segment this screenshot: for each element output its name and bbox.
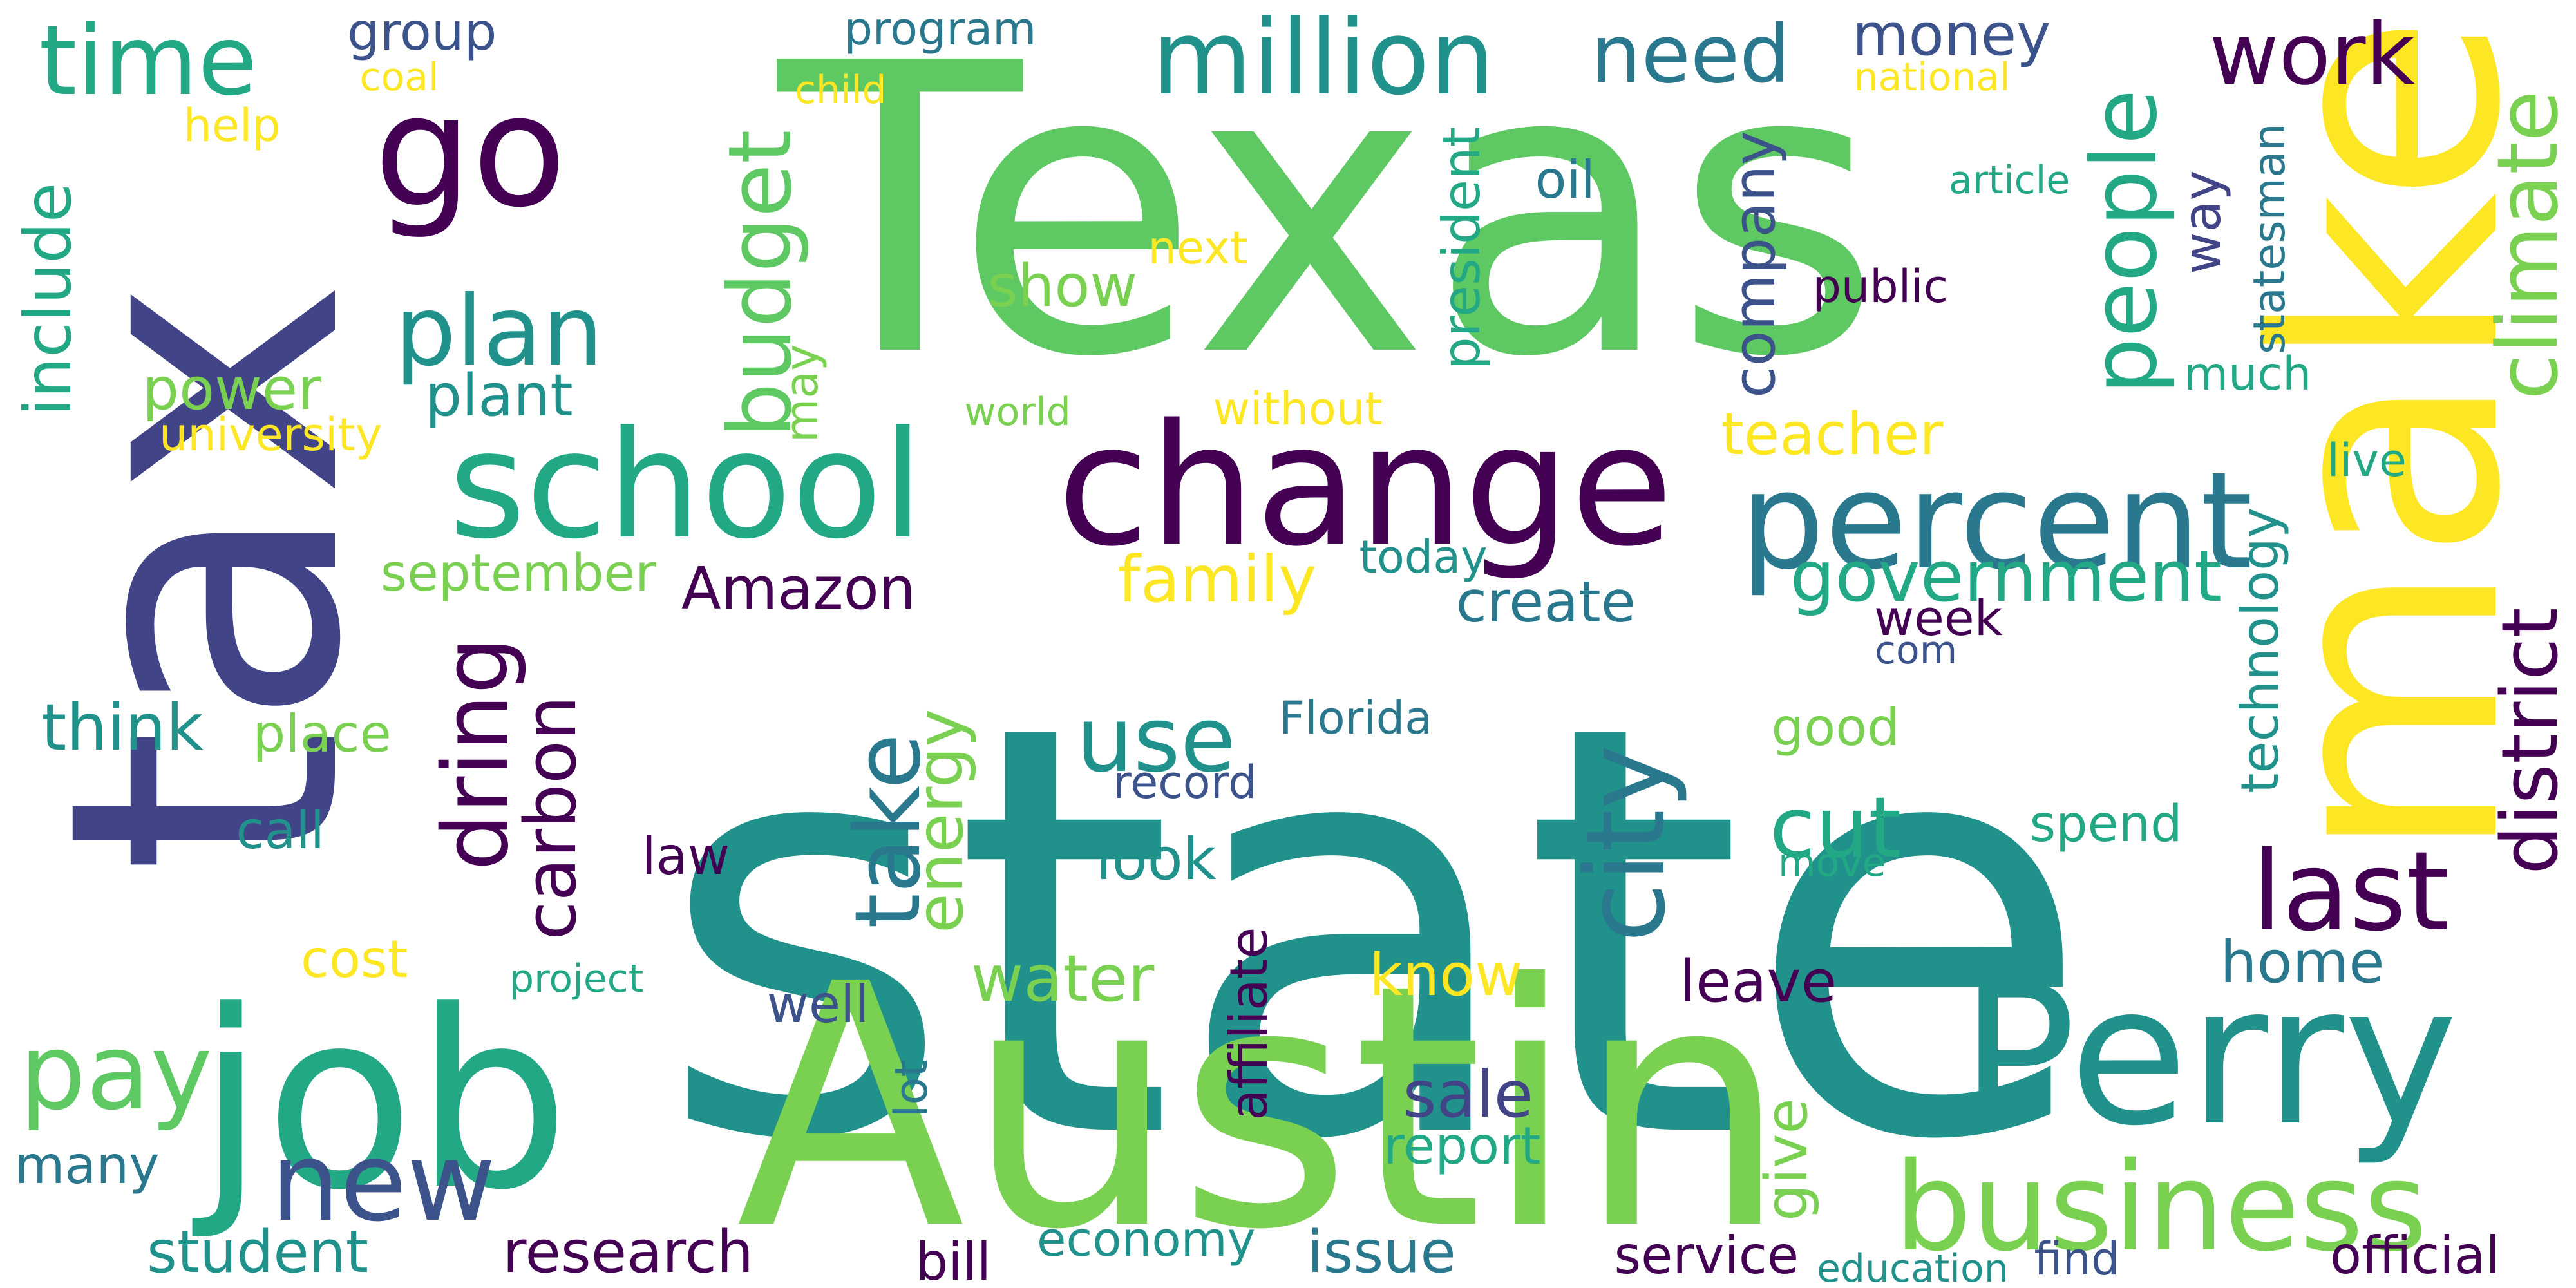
word-project: project <box>509 956 644 1001</box>
word-well: well <box>766 974 869 1034</box>
word-issue: issue <box>1307 1218 1456 1286</box>
word-may: may <box>775 343 828 442</box>
word-call: call <box>236 800 325 860</box>
word-new: new <box>270 1118 496 1245</box>
word-dring: dring <box>424 636 529 871</box>
word-time: time <box>39 5 258 117</box>
word-power: power <box>142 355 322 423</box>
word-service: service <box>1614 1226 1799 1285</box>
word-com: com <box>1875 628 1958 673</box>
word-education: education <box>1817 1246 2009 1288</box>
word-statesman: statesman <box>2244 122 2295 354</box>
word-spend: spend <box>2029 795 2183 853</box>
word-teacher: teacher <box>1721 401 1944 468</box>
word-include: include <box>10 182 86 416</box>
word-people: people <box>2072 88 2177 395</box>
word-program: program <box>844 3 1037 55</box>
word-help: help <box>183 99 281 152</box>
word-group: group <box>347 2 497 62</box>
word-plan: plan <box>395 276 603 388</box>
word-president: president <box>1432 126 1492 370</box>
word-september: september <box>381 543 656 603</box>
word-company: company <box>1721 130 1788 398</box>
word-way: way <box>2172 170 2232 274</box>
word-technology: technology <box>2230 507 2290 793</box>
word-report: report <box>1383 1116 1541 1176</box>
word-next: next <box>1148 222 1248 274</box>
word-florida: Florida <box>1279 692 1433 744</box>
word-work: work <box>2209 5 2415 104</box>
word-university: university <box>159 408 383 461</box>
word-article: article <box>1949 158 2070 203</box>
word-change: change <box>1057 389 1674 583</box>
word-family: family <box>1117 542 1317 617</box>
word-need: need <box>1591 8 1790 101</box>
word-pay: pay <box>19 1011 213 1133</box>
word-good: good <box>1771 697 1900 757</box>
word-many: many <box>14 1135 160 1195</box>
word-million: million <box>1151 0 1495 118</box>
word-economy: economy <box>1037 1212 1256 1267</box>
word-national: national <box>1853 55 2011 100</box>
word-research: research <box>502 1218 753 1286</box>
word-business: business <box>1894 1136 2428 1278</box>
word-today: today <box>1359 531 1488 583</box>
word-student: student <box>147 1218 369 1286</box>
word-oil: oil <box>1535 150 1595 210</box>
word-give: give <box>1753 1097 1821 1221</box>
word-place: place <box>252 704 392 764</box>
word-percent: percent <box>1739 444 2253 600</box>
word-texas: Texas <box>778 0 1882 444</box>
word-record: record <box>1113 756 1257 809</box>
word-create: create <box>1455 569 1636 635</box>
word-climate: climate <box>2479 90 2576 400</box>
word-school: school <box>448 400 923 572</box>
word-home: home <box>2220 929 2385 996</box>
word-amazon: Amazon <box>681 555 916 623</box>
word-lot: lot <box>885 1059 938 1117</box>
word-look: look <box>1095 826 1217 893</box>
word-week: week <box>1874 589 2003 647</box>
word-perry: Perry <box>1960 943 2458 1168</box>
word-live: live <box>2327 434 2407 487</box>
word-think: think <box>41 690 204 765</box>
word-find: find <box>2034 1233 2120 1285</box>
word-carbon: carbon <box>509 696 592 940</box>
word-plant: plant <box>425 362 573 430</box>
word-sale: sale <box>1403 1057 1534 1132</box>
word-show: show <box>987 252 1138 320</box>
word-job: job <box>196 958 570 1244</box>
word-last: last <box>2251 828 2450 956</box>
word-austin: Austin <box>736 913 1789 1288</box>
word-law: law <box>641 826 730 886</box>
word-affiliate: affiliate <box>1219 927 1279 1121</box>
word-public: public <box>1812 260 1949 313</box>
word-without: without <box>1213 383 1383 435</box>
word-district: district <box>2486 607 2575 875</box>
word-energy: energy <box>902 708 978 933</box>
word-much: much <box>2184 346 2312 401</box>
word-money: money <box>1852 1 2051 69</box>
word-coal: coal <box>359 55 439 100</box>
word-cut: cut <box>1769 779 1902 876</box>
word-water: water <box>971 941 1155 1016</box>
word-government: government <box>1790 535 2222 618</box>
word-know: know <box>1369 942 1522 1009</box>
word-go: go <box>374 61 567 242</box>
word-city: city <box>1562 744 1690 943</box>
word-leave: leave <box>1680 948 1837 1016</box>
word-bill: bill <box>915 1232 991 1288</box>
word-state: state <box>657 603 2093 1264</box>
word-world: world <box>964 390 1071 435</box>
word-child: child <box>795 68 887 113</box>
word-move: move <box>1778 840 1886 886</box>
word-use: use <box>1076 688 1236 793</box>
word-official: official <box>2330 1226 2500 1285</box>
word-cost: cost <box>301 929 408 989</box>
